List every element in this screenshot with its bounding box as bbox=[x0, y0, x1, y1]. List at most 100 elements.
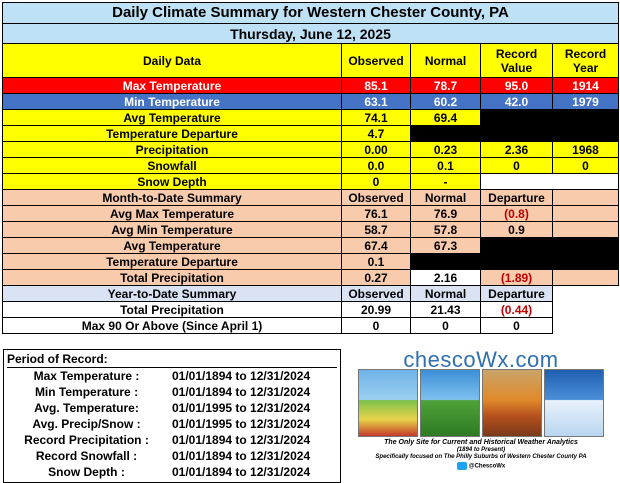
row-label: Max Temperature bbox=[2, 77, 342, 94]
blank-cell bbox=[480, 109, 619, 142]
observed-value: 0 bbox=[341, 317, 411, 334]
record-year: 0 bbox=[552, 157, 619, 174]
col-header-daily-data: Daily Data bbox=[2, 43, 342, 78]
departure-value: 0 bbox=[480, 317, 553, 334]
period-of-record-box: Period of Record: Max Temperature : 01/0… bbox=[3, 349, 341, 483]
period-range: 01/01/1894 to 12/31/2024 bbox=[172, 449, 311, 463]
record-value: 42.0 bbox=[480, 93, 553, 110]
row-label: Total Precipitation bbox=[2, 301, 342, 318]
period-range: 01/01/1894 to 12/31/2024 bbox=[172, 369, 311, 383]
table-row: Total Precipitation 20.99 21.43 (0.44) bbox=[2, 301, 619, 318]
row-label: Snow Depth bbox=[2, 173, 342, 190]
summer-panel bbox=[420, 369, 480, 437]
blank-cell bbox=[552, 189, 619, 206]
departure-value: (1.89) bbox=[480, 269, 553, 286]
normal-value: 69.4 bbox=[410, 109, 481, 126]
normal-value: 0.1 bbox=[410, 157, 481, 174]
ytd-col-normal: Normal bbox=[410, 285, 481, 302]
blank-cell bbox=[552, 221, 619, 238]
observed-value: 0 bbox=[341, 173, 411, 190]
departure-value: (0.8) bbox=[480, 205, 553, 222]
seasons-image bbox=[358, 369, 604, 437]
normal-value: 76.9 bbox=[410, 205, 481, 222]
observed-value: 4.7 bbox=[341, 125, 411, 142]
period-row: Avg. Precip/Snow : 01/01/1995 to 12/31/2… bbox=[4, 417, 340, 433]
period-label: Avg. Temperature: bbox=[34, 401, 139, 415]
col-header-record-year: Record Year bbox=[552, 43, 619, 78]
period-range: 01/01/1894 to 12/31/2024 bbox=[172, 433, 311, 447]
normal-value: 78.7 bbox=[410, 77, 481, 94]
period-range: 01/01/1995 to 12/31/2024 bbox=[172, 417, 311, 431]
mtd-col-normal: Normal bbox=[410, 189, 481, 206]
normal-value: 0 bbox=[410, 317, 481, 334]
row-label: Avg Temperature bbox=[2, 237, 342, 254]
row-label: Max 90 Or Above (Since April 1) bbox=[2, 317, 342, 334]
table-row: Avg Temperature 67.4 67.3 bbox=[2, 237, 619, 270]
period-row: Max Temperature : 01/01/1894 to 12/31/20… bbox=[4, 369, 340, 385]
twitter-handle-text: @ChescoWx bbox=[468, 463, 506, 470]
row-label: Temperature Departure bbox=[2, 125, 342, 142]
record-value: 2.36 bbox=[480, 141, 553, 158]
record-year: 1979 bbox=[552, 93, 619, 110]
period-of-record-heading: Period of Record: bbox=[7, 352, 337, 368]
observed-value: 0.1 bbox=[341, 253, 411, 270]
logo-brand-text: chescoWx.com bbox=[403, 347, 559, 372]
period-label: Record Snowfall : bbox=[35, 449, 138, 463]
record-value: 0 bbox=[480, 157, 553, 174]
col-header-normal: Normal bbox=[410, 43, 481, 78]
table-row: Snowfall 0.0 0.1 0 0 bbox=[2, 157, 619, 174]
table-row: Temperature Departure 0.1 bbox=[2, 253, 619, 270]
blank-cell bbox=[410, 125, 481, 142]
period-row: Min Temperature : 01/01/1894 to 12/31/20… bbox=[4, 385, 340, 401]
section-header-row: Year-to-Date Summary Observed Normal Dep… bbox=[2, 285, 619, 302]
table-row: Precipitation 0.00 0.23 2.36 1968 bbox=[2, 141, 619, 158]
period-range: 01/01/1995 to 12/31/2024 bbox=[172, 401, 311, 415]
ytd-col-departure: Departure bbox=[480, 285, 553, 302]
period-row: Record Snowfall : 01/01/1894 to 12/31/20… bbox=[4, 449, 340, 465]
normal-value: 2.16 bbox=[410, 269, 481, 286]
logo-tagline-focus: Specifically focused on The Philly Subur… bbox=[375, 454, 587, 460]
table-row: Snow Depth 0 - bbox=[2, 173, 619, 190]
chescowx-logo: chescoWx.com The Only Site for Current a… bbox=[344, 347, 618, 480]
table-row: Temperature Departure 4.7 bbox=[2, 125, 619, 142]
table-row: Total Precipitation 0.27 2.16 (1.89) bbox=[2, 269, 619, 286]
row-label: Snowfall bbox=[2, 157, 342, 174]
table-title: Daily Climate Summary for Western Cheste… bbox=[2, 2, 619, 24]
record-value: 95.0 bbox=[480, 77, 553, 94]
mtd-col-departure: Departure bbox=[480, 189, 553, 206]
table-row: Avg Max Temperature 76.1 76.9 (0.8) bbox=[2, 205, 619, 222]
period-row: Record Precipitation : 01/01/1894 to 12/… bbox=[4, 433, 340, 449]
table-row: Avg Temperature 74.1 69.4 bbox=[2, 109, 619, 142]
observed-value: 74.1 bbox=[341, 109, 411, 126]
logo-tagline: The Only Site for Current and Historical… bbox=[384, 439, 578, 446]
normal-value: 0.23 bbox=[410, 141, 481, 158]
observed-value: 20.99 bbox=[341, 301, 411, 318]
blank-cell bbox=[480, 237, 619, 270]
twitter-handle: @ChescoWx bbox=[344, 462, 618, 470]
blank-cell bbox=[552, 285, 619, 302]
row-label: Min Temperature bbox=[2, 93, 342, 110]
normal-value: 60.2 bbox=[410, 93, 481, 110]
observed-value: 0.0 bbox=[341, 157, 411, 174]
normal-value: 21.43 bbox=[410, 301, 481, 318]
departure-value: 0.9 bbox=[480, 221, 553, 238]
normal-value: 57.8 bbox=[410, 221, 481, 238]
row-label: Avg Max Temperature bbox=[2, 205, 342, 222]
period-label: Max Temperature : bbox=[33, 369, 140, 383]
period-label: Record Precipitation : bbox=[24, 433, 149, 447]
blank-cell bbox=[552, 301, 619, 318]
blank-cell bbox=[552, 205, 619, 222]
table-row: Min Temperature 63.1 60.2 42.0 1979 bbox=[2, 93, 619, 110]
report-date: Thursday, June 12, 2025 bbox=[2, 23, 619, 44]
climate-summary-table: Daily Climate Summary for Western Cheste… bbox=[2, 2, 619, 334]
col-header-observed: Observed bbox=[341, 43, 411, 78]
spring-panel bbox=[358, 369, 418, 437]
section-header-row: Month-to-Date Summary Observed Normal De… bbox=[2, 189, 619, 206]
observed-value: 58.7 bbox=[341, 221, 411, 238]
table-row: Avg Min Temperature 58.7 57.8 0.9 bbox=[2, 221, 619, 238]
observed-value: 0.00 bbox=[341, 141, 411, 158]
period-row: Avg. Temperature: 01/01/1995 to 12/31/20… bbox=[4, 401, 340, 417]
blank-cell bbox=[552, 269, 619, 286]
observed-value: 85.1 bbox=[341, 77, 411, 94]
observed-value: 76.1 bbox=[341, 205, 411, 222]
